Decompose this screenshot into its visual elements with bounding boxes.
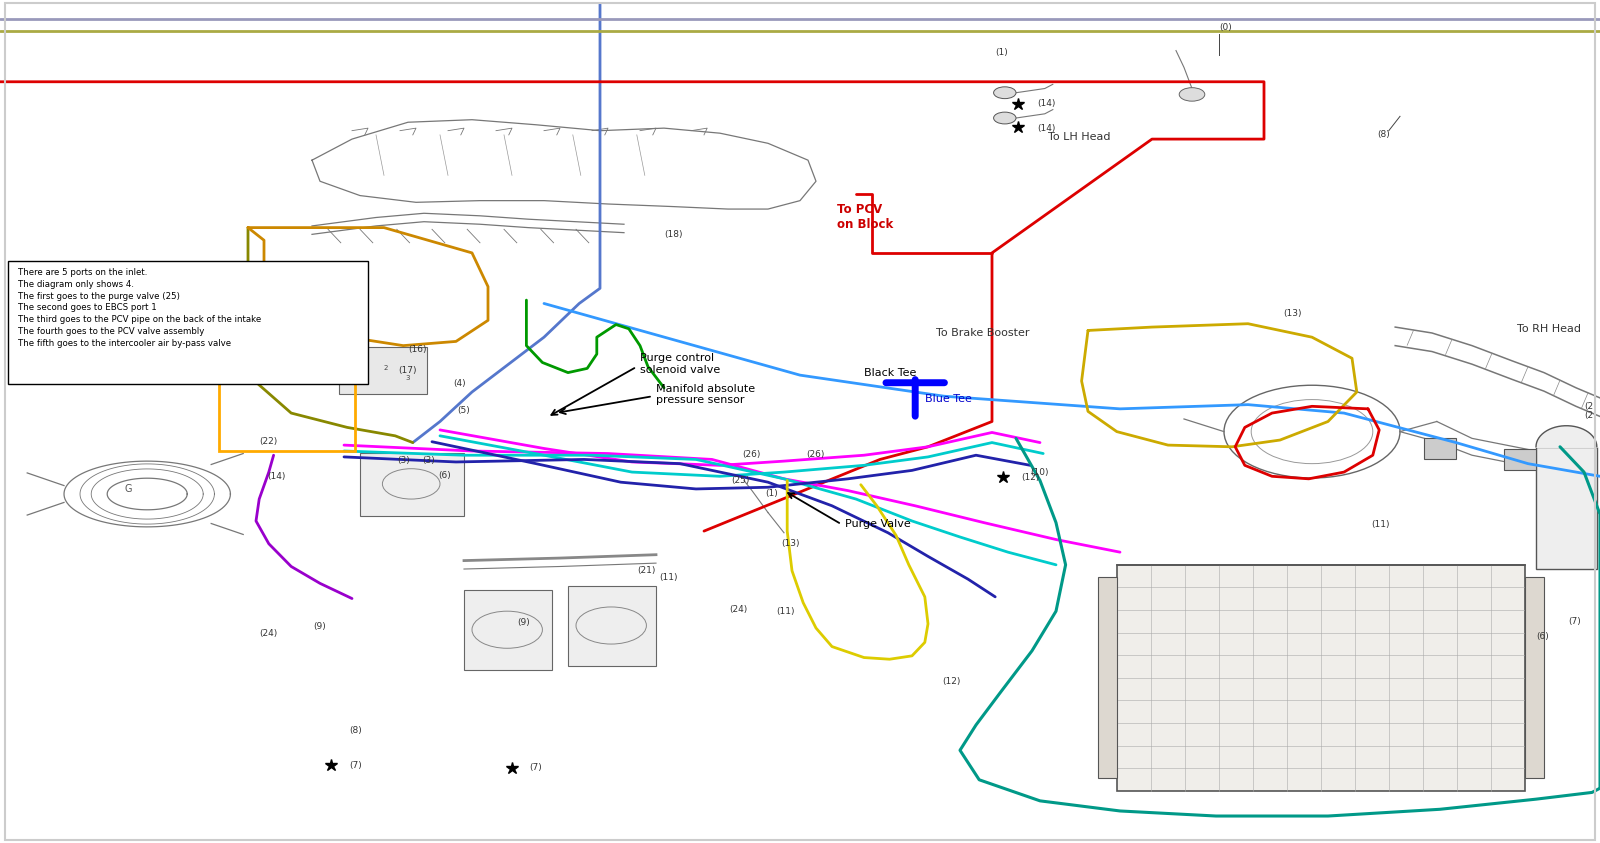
Text: Black Tee: Black Tee — [864, 368, 917, 379]
Text: (6): (6) — [438, 471, 451, 480]
Text: (13): (13) — [781, 540, 800, 548]
Bar — [1098, 577, 1117, 778]
Text: (26): (26) — [742, 450, 760, 459]
Text: (3): (3) — [397, 456, 410, 464]
Text: Manifold absolute
pressure sensor: Manifold absolute pressure sensor — [656, 384, 755, 405]
Circle shape — [1179, 88, 1205, 101]
Text: To LH Head: To LH Head — [1048, 132, 1110, 142]
Circle shape — [994, 112, 1016, 124]
Text: (11): (11) — [659, 573, 678, 582]
Text: (11): (11) — [776, 607, 795, 615]
Text: (2): (2) — [1584, 402, 1597, 411]
Bar — [339, 347, 427, 394]
Bar — [1504, 449, 1536, 470]
Bar — [360, 453, 464, 516]
Text: G: G — [125, 485, 131, 494]
Text: (9): (9) — [314, 622, 326, 631]
Bar — [219, 337, 355, 451]
Bar — [1536, 447, 1597, 569]
Bar — [568, 586, 656, 666]
Text: (14): (14) — [1037, 124, 1054, 132]
Text: (8): (8) — [1378, 131, 1390, 139]
Text: (7): (7) — [530, 764, 542, 772]
Text: (14): (14) — [267, 472, 285, 481]
Text: (7): (7) — [349, 761, 362, 770]
Text: (24): (24) — [259, 629, 277, 637]
Text: (5): (5) — [458, 406, 470, 415]
Text: 3: 3 — [405, 375, 410, 381]
Text: Purge control
solenoid valve: Purge control solenoid valve — [640, 353, 720, 375]
Text: 1: 1 — [357, 357, 362, 362]
Text: (10): (10) — [1030, 468, 1050, 476]
Text: (13): (13) — [1283, 309, 1302, 318]
Text: (12): (12) — [942, 677, 960, 685]
Text: To Brake Booster: To Brake Booster — [936, 328, 1029, 338]
Bar — [1525, 577, 1544, 778]
Text: (4): (4) — [453, 379, 466, 388]
Text: (7): (7) — [1568, 617, 1581, 626]
Text: (6): (6) — [1536, 632, 1549, 641]
Text: (9): (9) — [517, 619, 530, 627]
Text: There are 5 ports on the inlet.
The diagram only shows 4.
The first goes to the : There are 5 ports on the inlet. The diag… — [18, 268, 261, 348]
Text: Purge Valve: Purge Valve — [845, 519, 910, 529]
Text: (11): (11) — [1371, 520, 1390, 529]
Text: (25): (25) — [731, 476, 749, 485]
Circle shape — [994, 87, 1016, 99]
Text: To RH Head: To RH Head — [1517, 324, 1581, 334]
Text: 2: 2 — [384, 366, 387, 372]
Bar — [1424, 438, 1456, 459]
Text: (3): (3) — [422, 456, 435, 464]
Text: (21): (21) — [637, 566, 654, 575]
Text: (8): (8) — [349, 727, 362, 735]
Bar — [8, 261, 368, 384]
Text: (0): (0) — [1219, 24, 1232, 32]
Text: (18): (18) — [664, 230, 683, 239]
Text: (22): (22) — [259, 438, 277, 446]
Text: (1): (1) — [995, 48, 1008, 56]
Bar — [1117, 565, 1525, 791]
Text: (16): (16) — [408, 345, 427, 353]
Text: (12): (12) — [1021, 473, 1038, 481]
Text: To PCV
on Block: To PCV on Block — [837, 203, 893, 232]
Text: (17): (17) — [398, 366, 418, 374]
Text: Blue Tee: Blue Tee — [925, 394, 971, 404]
Bar — [464, 590, 552, 670]
Text: (14): (14) — [1037, 99, 1054, 108]
Text: (24): (24) — [730, 605, 747, 614]
Text: (26): (26) — [806, 450, 824, 459]
Text: (2): (2) — [1584, 411, 1597, 420]
Text: (1): (1) — [765, 490, 778, 498]
